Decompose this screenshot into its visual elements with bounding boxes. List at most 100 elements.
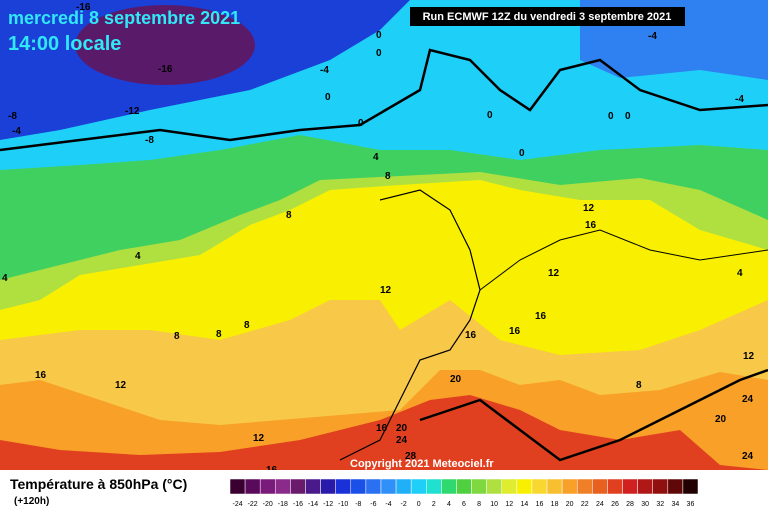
contour-label: -16 [158,64,173,75]
contour-label: 4 [373,152,379,163]
scale-swatch [592,478,608,495]
contour-label: 0 [325,92,331,103]
scale-swatch [576,478,593,495]
contour-label: 16 [585,220,597,231]
contour-label: 0 [376,48,382,59]
scale-label: 32 [656,501,664,508]
scale-label: -8 [355,501,361,508]
scale-swatch [290,478,306,495]
scale-label: 4 [447,501,451,508]
scale-swatch [320,478,336,495]
scale-label: 6 [462,501,466,508]
contour-label: 12 [380,285,392,296]
contour-label: 12 [743,351,755,362]
contour-label: 24 [742,451,754,462]
scale-label: -24 [232,501,242,508]
scale-label: 14 [520,501,528,508]
contour-label: 4 [2,273,8,284]
contour-label: 0 [625,111,631,122]
legend-lead: (+120h) [14,496,49,507]
scale-label: -4 [385,501,391,508]
scale-swatch [561,478,578,495]
scale-swatch [456,478,472,495]
contour-label: 20 [396,423,408,434]
scale-swatch [259,478,276,495]
scale-label: 0 [417,501,421,508]
scale-label: 2 [432,501,436,508]
scale-swatch [471,478,487,495]
scale-label: 30 [641,501,649,508]
contour-label: 0 [358,118,364,129]
scale-swatch [622,478,638,495]
scale-swatch [229,478,246,495]
scale-label: -10 [338,501,348,508]
contour-label: 8 [174,331,180,342]
contour-label: 4 [135,251,141,262]
border [479,229,768,291]
scale-label: 36 [687,501,695,508]
scale-label: 24 [596,501,604,508]
scale-swatch [486,478,502,495]
scale-swatch [244,478,261,495]
scale-label: 12 [505,501,513,508]
scale-label: 10 [490,501,498,508]
coastline [0,48,768,152]
contour-label: 8 [216,329,222,340]
contour-label: -16 [76,2,91,13]
map-time: 14:00 locale [8,33,121,55]
scale-swatch [365,478,382,495]
contour-label: 20 [450,374,462,385]
contour-label: 0 [487,110,493,121]
run-info: Run ECMWF 12Z du vendredi 3 septembre 20… [423,11,672,23]
scale-label: -6 [370,501,376,508]
color-scale: -24 -22 -20 -18 -16 -14 -12 -10 -8 -6 -4 -2 0 2 4 6 8 10 1… [229,478,699,508]
contour-label: 16 [465,330,477,341]
contour-label: -8 [145,135,154,146]
contour-label: -4 [12,126,21,137]
contour-label: 12 [253,433,265,444]
map: mercredi 8 septembre 2021 14:00 locale R… [0,0,768,476]
contour-label: 8 [385,171,391,182]
scale-swatch [380,478,397,495]
scale-swatch [607,478,623,495]
legend-title: Température à 850hPa (°C) [10,476,187,492]
scale-label: 8 [477,501,481,508]
scale-label: -20 [263,501,273,508]
contour-label: 8 [244,320,250,331]
scale-swatch [516,478,533,495]
scale-label: -22 [248,501,258,508]
contour-label: 12 [548,268,560,279]
contour-label: 0 [519,148,525,159]
contour-label: 28 [405,451,417,462]
scale-label: 18 [551,501,559,508]
scale-label: 20 [566,501,574,508]
scale-label: -12 [323,501,333,508]
scale-swatch [410,478,427,495]
scale-label: 34 [671,501,679,508]
cold-core [75,5,255,85]
scale-label: 16 [536,501,544,508]
contour-label: 0 [608,111,614,122]
contour-label: 24 [396,435,408,446]
scale-swatch [501,478,518,495]
contour-label: 16 [376,423,388,434]
contour-label: -4 [648,31,657,42]
contour-label: 16 [509,326,521,337]
scale-swatch [546,478,563,495]
contour-label: 8 [286,210,292,221]
scale-swatch [637,478,653,495]
contour-label: 8 [636,380,642,391]
contour-label: 4 [737,268,743,279]
scale-label: 28 [626,501,634,508]
scale-label: 22 [581,501,589,508]
scale-label: 26 [611,501,619,508]
contour-label: 24 [742,394,754,405]
scale-swatch [667,478,684,495]
contour-label: 16 [535,311,547,322]
scale-swatch [350,478,367,495]
scale-label: -18 [278,501,288,508]
copyright: Copyright 2021 Meteociel.fr [350,458,494,470]
scale-label: -2 [400,501,406,508]
